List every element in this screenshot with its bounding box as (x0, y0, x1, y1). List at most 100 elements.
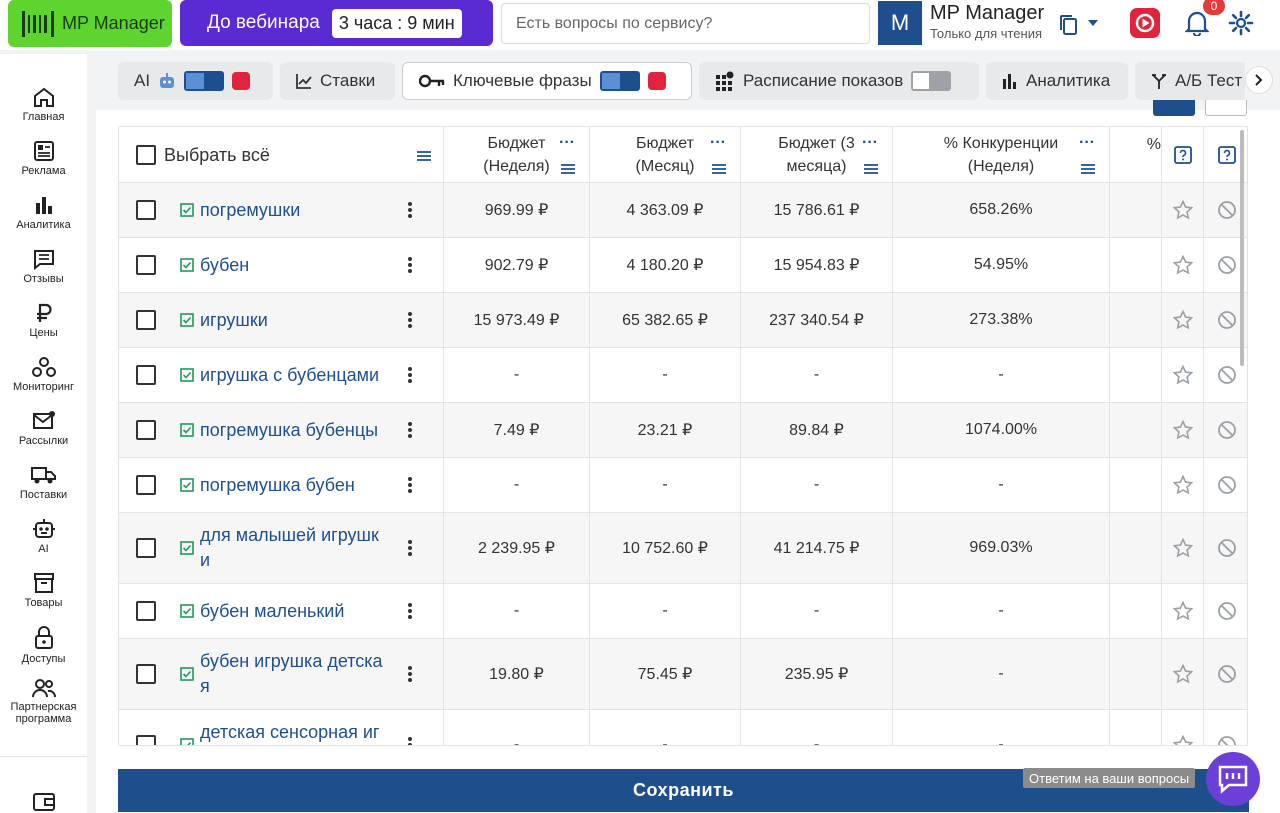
sidebar-item-supplies[interactable]: Поставки (0, 464, 87, 501)
col-competition-week[interactable]: % Конкуренции (Неделя) ··· (893, 127, 1110, 183)
keywords-toggle[interactable] (599, 71, 640, 91)
help-block-header[interactable] (1204, 127, 1247, 183)
star-icon[interactable] (1172, 365, 1193, 385)
sidebar-item-access[interactable]: Доступы (0, 626, 87, 665)
table-row[interactable]: бубен 902.79 ₽4 180.20 ₽15 954.83 ₽54.95% (119, 238, 1247, 293)
star-icon[interactable] (1172, 255, 1193, 275)
row-checkbox[interactable] (136, 420, 156, 440)
row-checkbox[interactable] (136, 538, 156, 558)
more-icon[interactable]: ··· (1079, 134, 1095, 151)
avatar[interactable]: M (878, 1, 922, 45)
more-vertical-icon[interactable] (407, 366, 413, 384)
star-icon[interactable] (1172, 735, 1193, 746)
table-row[interactable]: погремушка бубен - - - - (119, 458, 1247, 513)
menu-icon[interactable] (561, 163, 575, 175)
sidebar-item-home[interactable]: Главная (0, 86, 87, 123)
sidebar-item-analytics[interactable]: Аналитика (0, 194, 87, 231)
star-icon[interactable] (1172, 538, 1193, 558)
block-icon[interactable] (1217, 735, 1237, 746)
more-vertical-icon[interactable] (407, 421, 413, 439)
toolbar-button[interactable] (1153, 100, 1195, 116)
more-vertical-icon[interactable] (407, 602, 413, 620)
keyword-text[interactable]: погремушка бубен (200, 474, 355, 495)
row-checkbox[interactable] (136, 365, 156, 385)
block-icon[interactable] (1217, 255, 1237, 275)
copy-icon[interactable] (1059, 14, 1079, 36)
col-budget-week[interactable]: Бюджет (Неделя) ··· (444, 127, 590, 183)
row-checkbox[interactable] (136, 475, 156, 495)
search-input[interactable] (501, 3, 870, 44)
logo-button[interactable]: MP Manager (8, 0, 172, 47)
col-budget-month[interactable]: Бюджет (Месяц) ··· (590, 127, 741, 183)
sidebar-item-monitoring[interactable]: Мониторинг (0, 356, 87, 393)
row-checkbox[interactable] (136, 664, 156, 684)
vertical-scrollbar[interactable] (1240, 130, 1244, 366)
sidebar-item-partners[interactable]: Партнерская программа (0, 678, 87, 725)
keyword-text[interactable]: детская сенсорная иг рушка (200, 722, 380, 742)
star-icon[interactable] (1172, 475, 1193, 495)
sidebar-item-ai[interactable]: AI (0, 518, 87, 555)
sidebar-item-prices[interactable]: Цены (0, 302, 87, 339)
block-icon[interactable] (1217, 601, 1237, 621)
table-row[interactable]: погремушки 969.99 ₽4 363.09 ₽15 786.61 ₽6… (119, 183, 1247, 238)
keyword-text[interactable]: погремушка бубенцы (200, 419, 379, 440)
more-icon[interactable]: ··· (710, 134, 726, 151)
table-row[interactable]: детская сенсорная иг рушка---- (119, 710, 1247, 746)
row-checkbox[interactable] (136, 735, 156, 745)
block-icon[interactable] (1217, 310, 1237, 330)
block-icon[interactable] (1217, 475, 1237, 495)
row-checkbox[interactable] (136, 255, 156, 275)
row-checkbox[interactable] (136, 601, 156, 621)
table-row[interactable]: бубен игрушка детска я 19.80 ₽75.45 ₽235.… (119, 639, 1247, 710)
table-row[interactable]: погремушка бубенцы 7.49 ₽23.21 ₽89.84 ₽10… (119, 403, 1247, 458)
video-icon[interactable] (232, 72, 251, 90)
more-vertical-icon[interactable] (407, 539, 413, 557)
tab-ab-test[interactable]: А/Б Тест (1135, 62, 1245, 100)
more-icon[interactable]: ··· (559, 134, 575, 151)
webinar-countdown[interactable]: До вебинара 3 часа : 9 мин (180, 0, 493, 46)
more-vertical-icon[interactable] (407, 665, 413, 683)
block-icon[interactable] (1217, 365, 1237, 385)
row-checkbox[interactable] (136, 310, 156, 330)
keyword-text[interactable]: бубен (200, 254, 250, 275)
tab-schedule[interactable]: Расписание показов (699, 62, 979, 100)
help-icon[interactable] (1173, 146, 1192, 164)
video-icon[interactable] (1130, 8, 1160, 38)
more-vertical-icon[interactable] (407, 736, 413, 746)
more-vertical-icon[interactable] (407, 201, 413, 219)
toolbar-settings-button[interactable] (1205, 100, 1247, 116)
block-icon[interactable] (1217, 420, 1237, 440)
star-icon[interactable] (1172, 420, 1193, 440)
col-budget-3months[interactable]: Бюджет (3 месяца) ··· (741, 127, 893, 183)
table-row[interactable]: игрушка с бубенцами - - - - (119, 348, 1247, 403)
schedule-toggle[interactable] (911, 71, 952, 91)
sidebar-item-reviews[interactable]: Отзывы (0, 248, 87, 285)
more-vertical-icon[interactable] (407, 256, 413, 274)
tab-ai[interactable]: AI (118, 62, 273, 100)
gear-icon[interactable] (1228, 10, 1254, 36)
tab-keywords[interactable]: Ключевые фразы (402, 62, 692, 100)
more-icon[interactable]: ··· (862, 134, 878, 151)
video-icon[interactable] (647, 72, 666, 90)
keyword-text[interactable]: для малышей игрушк и (200, 525, 379, 570)
block-icon[interactable] (1217, 538, 1237, 558)
star-icon[interactable] (1172, 664, 1193, 684)
sidebar-item-mailings[interactable]: Рассылки (0, 410, 87, 447)
menu-icon[interactable] (417, 150, 431, 162)
keyword-text[interactable]: игрушки (200, 309, 268, 330)
ai-toggle[interactable] (184, 71, 225, 91)
star-icon[interactable] (1172, 310, 1193, 330)
sidebar-item-products[interactable]: Товары (0, 572, 87, 609)
tab-bids[interactable]: Ставки (280, 62, 395, 100)
help-icon[interactable] (1217, 146, 1236, 164)
keyword-text[interactable]: игрушка с бубенцами (200, 364, 380, 385)
select-all-checkbox[interactable] (136, 145, 156, 165)
bell-icon[interactable] (1185, 10, 1209, 36)
block-icon[interactable] (1217, 200, 1237, 220)
tabs-scroll-right-button[interactable] (1245, 66, 1273, 94)
menu-icon[interactable] (1081, 163, 1095, 175)
menu-icon[interactable] (864, 163, 878, 175)
sidebar-item-ads[interactable]: Реклама (0, 140, 87, 177)
table-row[interactable]: игрушки 15 973.49 ₽65 382.65 ₽237 340.54 … (119, 293, 1247, 348)
keyword-text[interactable]: бубен маленький (200, 600, 345, 621)
